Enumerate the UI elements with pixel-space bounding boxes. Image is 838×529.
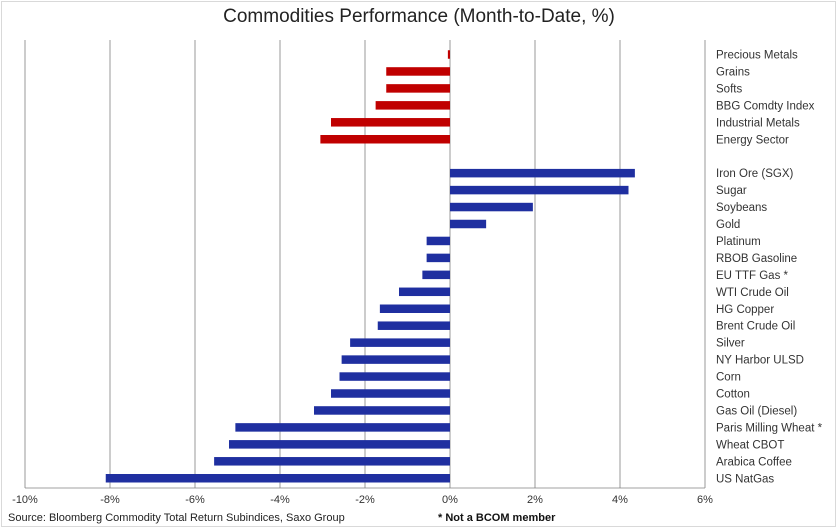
category-label: Wheat CBOT [716, 439, 784, 451]
category-label: Iron Ore (SGX) [716, 168, 793, 180]
x-tick-label: 0% [442, 494, 458, 506]
bar [229, 440, 450, 449]
category-label: HG Copper [716, 304, 774, 316]
category-label: EU TTF Gas * [716, 270, 789, 282]
x-tick-label: -2% [355, 494, 375, 506]
category-label: Cotton [716, 389, 750, 401]
x-tick-label: 2% [527, 494, 543, 506]
category-label: Industrial Metals [716, 117, 800, 129]
bar [350, 338, 450, 347]
bar [450, 168, 635, 178]
category-label: Energy Sector [716, 134, 789, 146]
x-tick-label: -6% [185, 494, 205, 506]
category-label: Softs [716, 83, 742, 95]
bar [105, 474, 450, 483]
category-label: Brent Crude Oil [716, 321, 795, 333]
x-tick-label: -10% [12, 494, 38, 506]
category-label: WTI Crude Oil [716, 287, 789, 299]
x-tick-label: 6% [697, 494, 713, 506]
bar [375, 101, 450, 110]
bar [450, 185, 629, 195]
footnote: * Not a BCOM member [438, 512, 556, 524]
x-tick-label: -8% [100, 494, 120, 506]
category-label: BBG Comdty Index [716, 100, 815, 112]
category-label: Arabica Coffee [716, 456, 792, 468]
category-label: NY Harbor ULSD [716, 355, 804, 367]
bar [341, 355, 450, 364]
category-label: Soybeans [716, 202, 767, 214]
bar [426, 236, 450, 246]
category-label: Platinum [716, 236, 761, 248]
bar [426, 253, 450, 263]
bar [339, 372, 450, 381]
x-tick-label: 4% [612, 494, 628, 506]
category-label: Silver [716, 338, 745, 350]
category-label: RBOB Gasoline [716, 253, 797, 265]
category-label: Grains [716, 66, 750, 78]
x-tick-label: -4% [270, 494, 290, 506]
source-note: Source: Bloomberg Commodity Total Return… [8, 512, 345, 524]
bar [399, 287, 450, 297]
bar [386, 84, 450, 93]
bar [450, 219, 487, 229]
bar [377, 321, 450, 330]
bar [422, 270, 450, 280]
bar [447, 50, 450, 59]
bar [320, 135, 450, 144]
category-label: US NatGas [716, 473, 774, 485]
bar [235, 423, 450, 432]
category-label: Corn [716, 372, 741, 384]
bar [331, 389, 450, 398]
category-label: Gold [716, 219, 740, 231]
bar [214, 457, 450, 466]
bar [314, 406, 450, 415]
bar [450, 202, 533, 212]
category-label: Precious Metals [716, 50, 798, 62]
bar [386, 67, 450, 76]
bar [379, 304, 450, 313]
category-label: Gas Oil (Diesel) [716, 405, 797, 417]
category-label: Paris Milling Wheat * [716, 422, 823, 434]
chart-title: Commodities Performance (Month-to-Date, … [223, 6, 615, 27]
bar [331, 118, 450, 127]
category-label: Sugar [716, 185, 747, 197]
